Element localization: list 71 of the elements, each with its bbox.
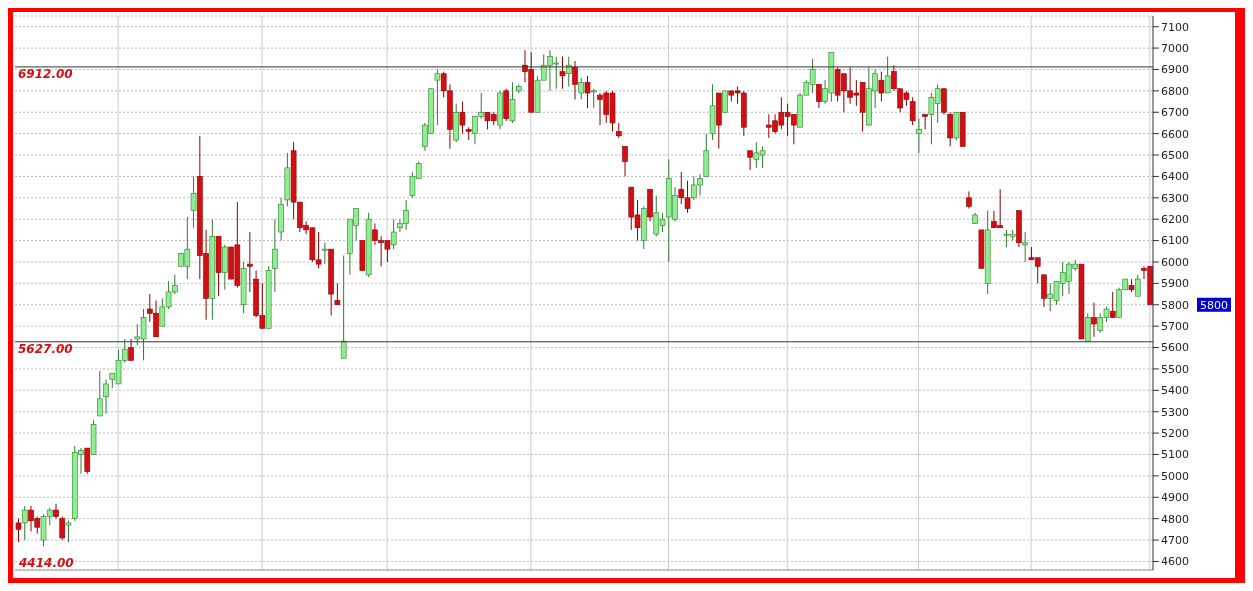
y-tick-label: 4900 bbox=[1161, 491, 1189, 505]
text: 5800 bbox=[1200, 298, 1228, 312]
y-tick-label: 6900 bbox=[1161, 63, 1189, 77]
candlestick bbox=[816, 83, 822, 109]
candlestick bbox=[572, 60, 578, 100]
candlestick bbox=[1084, 312, 1091, 342]
ref-line-label: 6912.00 bbox=[18, 67, 73, 82]
candlestick bbox=[53, 503, 59, 520]
candlestick bbox=[459, 101, 466, 135]
annotation: 4414.00 bbox=[19, 556, 74, 570]
y-tick-label: 5700 bbox=[1161, 320, 1189, 334]
candlestick bbox=[922, 113, 928, 130]
candlestick bbox=[878, 71, 885, 103]
y-tick-label: 5400 bbox=[1161, 384, 1189, 398]
y-tick-label: 6400 bbox=[1161, 170, 1189, 184]
candlestick bbox=[947, 111, 953, 147]
y-tick-label: 6600 bbox=[1161, 127, 1189, 141]
candlestick bbox=[1041, 274, 1047, 308]
candlestick bbox=[84, 447, 91, 475]
candlestick bbox=[322, 242, 328, 265]
candlestick bbox=[584, 75, 591, 109]
candlestick bbox=[1109, 291, 1116, 319]
candlestick bbox=[1134, 274, 1141, 297]
y-tick-label: 4700 bbox=[1161, 533, 1189, 547]
y-tick-label: 6800 bbox=[1161, 84, 1189, 98]
y-tick-label: 6100 bbox=[1161, 234, 1189, 248]
y-tick-label: 5900 bbox=[1161, 277, 1189, 291]
candlestick bbox=[103, 379, 109, 415]
candlestick bbox=[190, 175, 197, 229]
candlestick bbox=[247, 231, 253, 293]
candlestick bbox=[334, 282, 341, 306]
candlestick bbox=[559, 56, 566, 90]
y-tick-label: 6700 bbox=[1161, 106, 1189, 120]
y-tick-label: 5600 bbox=[1161, 341, 1189, 355]
y-tick-label: 5500 bbox=[1161, 362, 1189, 376]
candlestick bbox=[59, 516, 66, 541]
candlestick bbox=[884, 56, 891, 94]
y-tick-label: 7000 bbox=[1161, 41, 1189, 55]
y-tick-label: 7100 bbox=[1161, 20, 1189, 34]
y-tick-label: 6500 bbox=[1161, 148, 1189, 162]
y-tick-label: 6200 bbox=[1161, 213, 1189, 227]
candlestick bbox=[622, 145, 628, 177]
y-tick-label: 5300 bbox=[1161, 405, 1189, 419]
y-tick-label: 4600 bbox=[1161, 555, 1189, 569]
candlestick bbox=[15, 518, 22, 543]
y-tick-label: 5800 bbox=[1161, 298, 1189, 312]
candlestick bbox=[590, 88, 597, 109]
y-tick-label: 5100 bbox=[1161, 448, 1189, 462]
candlestick bbox=[509, 81, 516, 124]
candlestick bbox=[1091, 302, 1097, 338]
candlestick bbox=[1022, 231, 1028, 263]
candlestick bbox=[578, 77, 585, 100]
y-tick-label: 5200 bbox=[1161, 427, 1189, 441]
candlestick bbox=[65, 520, 72, 543]
candlestick bbox=[722, 90, 728, 113]
candlestick bbox=[916, 118, 922, 154]
ref-line-label: 5627.00 bbox=[18, 342, 73, 357]
y-tick-label: 6300 bbox=[1161, 191, 1189, 205]
candlestick bbox=[272, 218, 278, 293]
candlestick bbox=[96, 370, 103, 417]
candlestick bbox=[128, 338, 134, 361]
candlestick bbox=[434, 68, 441, 126]
candlestick bbox=[340, 255, 347, 359]
candlestick bbox=[747, 150, 753, 171]
y-tick-label: 5000 bbox=[1161, 469, 1189, 483]
candlestick bbox=[966, 190, 972, 210]
candlestick bbox=[21, 505, 28, 541]
candlestick bbox=[941, 88, 947, 115]
y-tick-label: 6000 bbox=[1161, 255, 1189, 269]
y-tick-label: 4800 bbox=[1161, 512, 1189, 526]
candlestick bbox=[390, 218, 397, 250]
